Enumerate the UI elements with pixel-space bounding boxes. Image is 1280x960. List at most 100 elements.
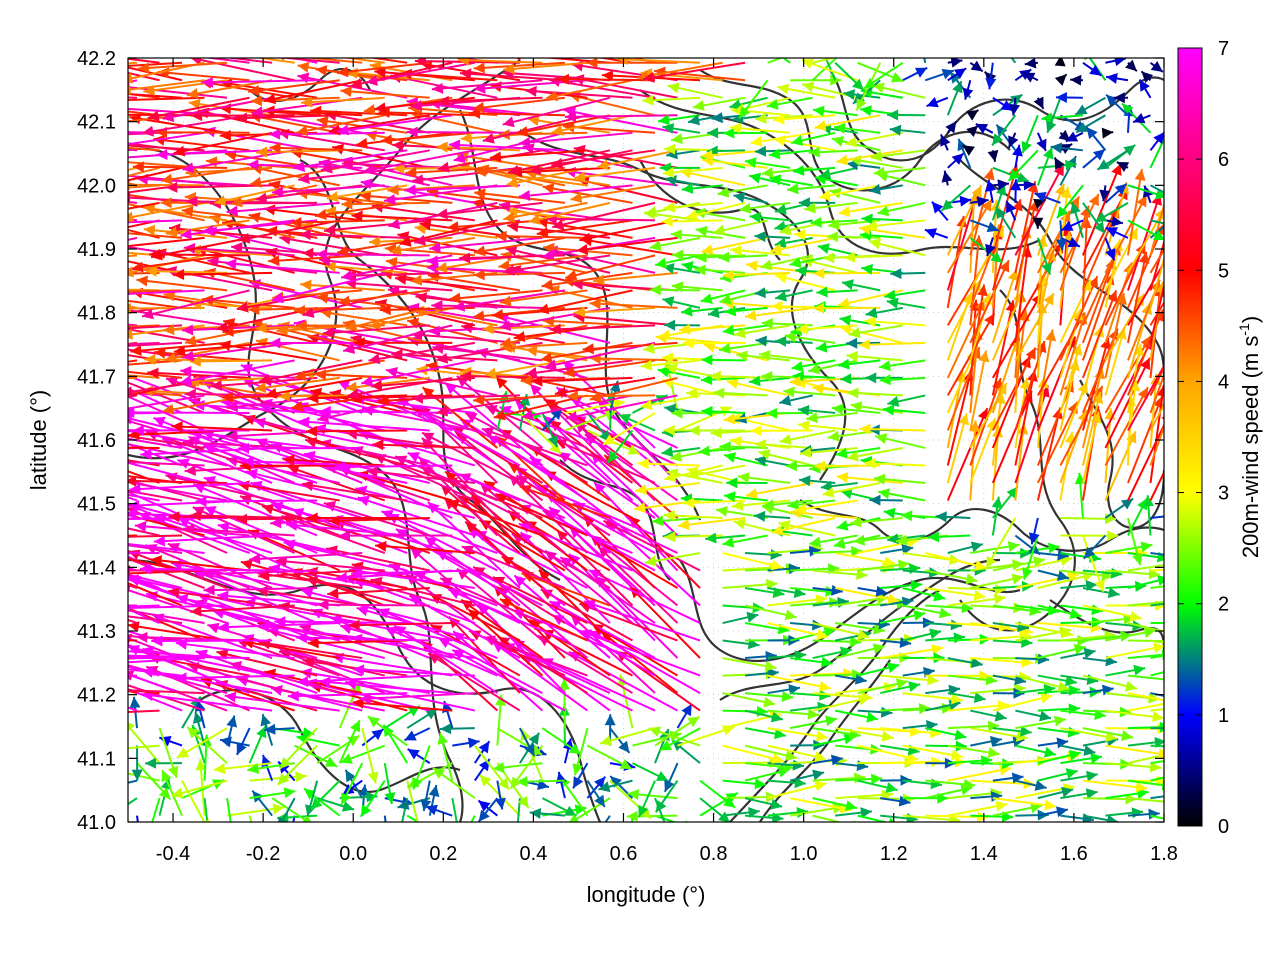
wind-vector [406, 814, 420, 822]
wind-vector [201, 568, 318, 580]
wind-vector [593, 271, 678, 286]
wind-vector [925, 552, 987, 571]
wind-vector [464, 411, 566, 467]
wind-vector [177, 517, 296, 572]
wind-vector [857, 678, 909, 695]
wind-vector [496, 390, 510, 431]
wind-vector [327, 587, 430, 599]
wind-vector [1101, 127, 1114, 139]
wind-vector [226, 797, 232, 822]
wind-vector [947, 764, 1012, 782]
wind-vector [640, 394, 701, 411]
wind-vector [626, 810, 678, 822]
wind-vector [723, 491, 768, 503]
wind-vector [1065, 131, 1084, 143]
wind-vector [966, 124, 979, 138]
wind-vector [1015, 674, 1070, 692]
wind-vector [173, 269, 273, 281]
x-tick-label: 1.4 [970, 843, 998, 865]
wind-vector [323, 219, 430, 236]
wind-vector [632, 762, 669, 782]
wind-vector [841, 279, 881, 292]
wind-vector [541, 407, 563, 432]
wind-vector [557, 73, 656, 85]
wind-vector [947, 744, 1000, 758]
wind-vector [754, 145, 791, 157]
wind-vector [843, 251, 903, 263]
wind-vector [657, 366, 701, 379]
wind-vector [902, 587, 946, 602]
wind-vector [165, 219, 250, 238]
wind-vector [432, 767, 476, 799]
wind-vector [128, 303, 205, 315]
wind-vector [1081, 163, 1122, 256]
wind-vector [473, 236, 566, 257]
wind-vector [1053, 156, 1065, 170]
wind-vector [890, 268, 926, 280]
wind-vector [835, 727, 894, 742]
wind-vector [784, 331, 836, 344]
wind-vector [724, 305, 768, 317]
wind-vector [1149, 470, 1164, 501]
wind-vector [1105, 215, 1124, 227]
wind-vector [808, 359, 858, 375]
wind-vector [662, 166, 723, 178]
wind-vector [1127, 692, 1164, 702]
wind-vector [1041, 112, 1084, 124]
wind-vector [406, 708, 439, 729]
wind-vector [324, 261, 408, 274]
wind-vector [359, 780, 386, 818]
wind-vector [128, 490, 228, 537]
wind-vector [128, 557, 183, 572]
colorbar-tick-label: 5 [1218, 260, 1229, 282]
wind-vector [142, 114, 250, 137]
wind-vector [1127, 674, 1164, 681]
wind-vector [1060, 219, 1084, 232]
wind-vector [767, 777, 806, 789]
wind-vector [552, 201, 656, 230]
wind-vector [499, 583, 589, 659]
wind-vector [345, 376, 430, 393]
wind-vector [1127, 575, 1164, 589]
wind-vector [992, 96, 1014, 112]
wind-vector [835, 773, 883, 785]
wind-vector [128, 131, 160, 136]
wind-vector [249, 552, 363, 565]
wind-vector [858, 339, 926, 351]
wind-vector [992, 692, 1053, 712]
wind-vector [296, 674, 430, 688]
wind-vector [128, 688, 183, 712]
wind-vector [348, 619, 453, 631]
wind-vector [306, 512, 408, 524]
wind-vector [544, 341, 656, 370]
wind-vector [773, 113, 836, 125]
wind-vector [1060, 630, 1116, 642]
wind-vector [596, 149, 678, 171]
wind-vector [962, 80, 974, 100]
wind-vector [985, 517, 1017, 569]
wind-vector [1105, 642, 1164, 660]
wind-vector [481, 427, 588, 467]
wind-vector [136, 275, 228, 292]
wind-vector [429, 236, 543, 254]
wind-vector [599, 727, 656, 746]
wind-vector [482, 323, 565, 335]
wind-vector [722, 552, 783, 571]
wind-vector [551, 149, 656, 169]
wind-vector [947, 152, 965, 169]
y-tick-label: 41.5 [77, 494, 116, 516]
wind-vector [1127, 702, 1164, 712]
wind-vector [722, 692, 776, 708]
wind-vector [1127, 363, 1164, 431]
wind-vector [383, 762, 396, 805]
wind-vector [838, 201, 903, 217]
wind-vector [947, 583, 1006, 595]
wind-vector [128, 107, 228, 117]
wind-vector [744, 709, 784, 723]
wind-vector [292, 815, 296, 822]
wind-vector [128, 288, 160, 292]
wind-vector [812, 646, 853, 660]
wind-vector [201, 76, 318, 88]
wind-vector [761, 371, 813, 383]
wind-vector [1104, 182, 1128, 204]
